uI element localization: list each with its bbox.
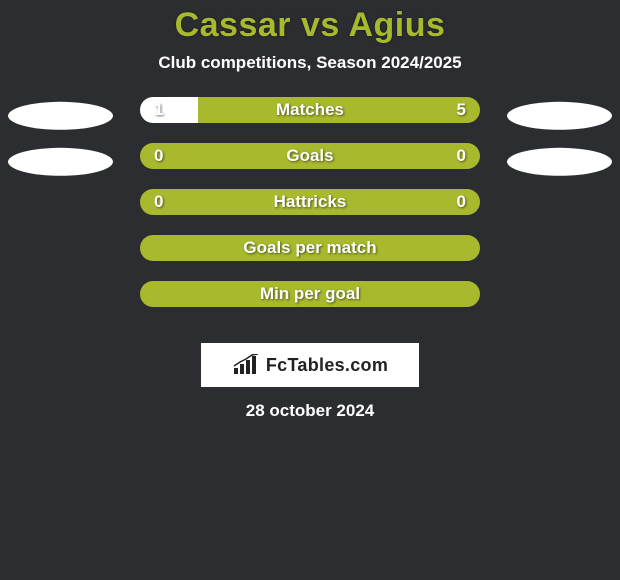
stat-bar: 00Goals — [140, 143, 480, 169]
subtitle: Club competitions, Season 2024/2025 — [0, 53, 620, 73]
stat-bar: Min per goal — [140, 281, 480, 307]
stat-bar: Goals per match — [140, 235, 480, 261]
logo-card: FcTables.com — [201, 343, 419, 387]
stat-label: Min per goal — [140, 281, 480, 307]
date-text: 28 october 2024 — [0, 401, 620, 421]
team-badge-left — [8, 102, 113, 130]
stat-row: 00Goals — [0, 143, 620, 189]
stat-rows: 15Matches 00Goals 00Hattricks Goals per mat… — [0, 97, 620, 327]
bar-chart-icon — [232, 354, 260, 376]
logo-text: FcTables.com — [266, 355, 388, 376]
stat-row: 00Hattricks — [0, 189, 620, 235]
infographic-container: Cassar vs Agius Club competitions, Seaso… — [0, 0, 620, 580]
team-badge-left — [8, 148, 113, 176]
stat-label: Hattricks — [140, 189, 480, 215]
stat-label: Goals per match — [140, 235, 480, 261]
stat-bar: 00Hattricks — [140, 189, 480, 215]
stat-bar: 15Matches — [140, 97, 480, 123]
stat-row: 15Matches — [0, 97, 620, 143]
team-badge-right — [507, 102, 612, 130]
stat-row: Min per goal — [0, 281, 620, 327]
stat-row: Goals per match — [0, 235, 620, 281]
stat-label: Matches — [140, 97, 480, 123]
stat-label: Goals — [140, 143, 480, 169]
team-badge-right — [507, 148, 612, 176]
page-title: Cassar vs Agius — [0, 6, 620, 45]
